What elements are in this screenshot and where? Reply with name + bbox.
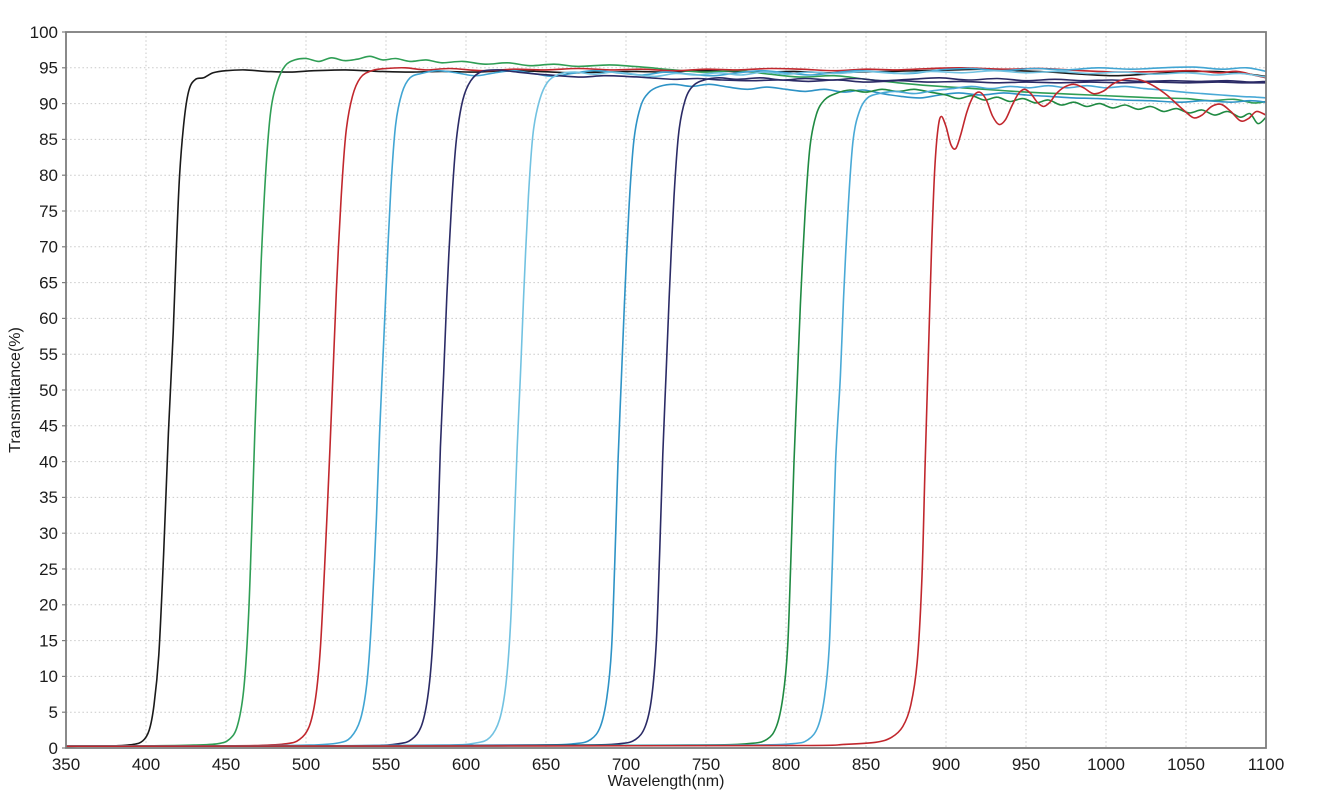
x-axis-title: Wavelength(nm) (608, 773, 725, 790)
y-tick-label: 70 (39, 238, 58, 257)
y-tick-label: 100 (30, 23, 58, 42)
x-tick-label: 350 (52, 755, 80, 774)
curve-longpass-590nm-navy (66, 69, 1266, 747)
y-tick-label: 95 (39, 59, 58, 78)
y-tick-label: 5 (49, 703, 58, 722)
x-tick-label: 1100 (1248, 755, 1285, 774)
y-tick-label: 0 (49, 739, 58, 758)
curve-longpass-720nm-navy (66, 76, 1266, 747)
curve-longpass-880nm-red (66, 77, 1266, 747)
curve-longpass-695nm-blue (66, 83, 1266, 747)
y-tick-label: 15 (39, 631, 58, 650)
y-tick-label: 50 (39, 381, 58, 400)
curve-longpass-800nm-green (66, 88, 1266, 747)
y-tick-label: 30 (39, 524, 58, 543)
x-tick-label: 600 (452, 755, 480, 774)
y-tick-label: 10 (39, 667, 58, 686)
x-tick-label: 900 (932, 755, 960, 774)
plot-border (65, 31, 1267, 749)
y-tick-label: 90 (39, 94, 58, 113)
y-tick-label: 55 (39, 345, 58, 364)
x-tick-label: 500 (292, 755, 320, 774)
x-tick-label: 1050 (1167, 755, 1205, 774)
curve-longpass-515nm-red (66, 66, 1266, 747)
y-tick-label: 35 (39, 488, 58, 507)
y-tick-label: 40 (39, 452, 58, 471)
y-tick-label: 45 (39, 417, 58, 436)
curve-longpass-470nm-green (66, 55, 1266, 747)
x-tick-label: 550 (372, 755, 400, 774)
curve-longpass-635nm-light-cyan (66, 69, 1266, 747)
y-tick-label: 75 (39, 202, 58, 221)
x-tick-label: 650 (532, 755, 560, 774)
x-tick-label: 750 (692, 755, 720, 774)
x-tick-label: 1000 (1087, 755, 1125, 774)
filter-curves (66, 55, 1266, 748)
tick-labels: 0 5 10 15 20 25 30 35 40 45 50 55 60 65 70 75 80 85 90 95 10… (30, 23, 1285, 774)
x-tick-label: 850 (852, 755, 880, 774)
x-tick-label: 950 (1012, 755, 1040, 774)
y-tick-label: 65 (39, 273, 58, 292)
x-tick-label: 700 (612, 755, 640, 774)
grid-lines (66, 32, 1266, 748)
y-tick-label: 20 (39, 596, 58, 615)
y-tick-label: 60 (39, 309, 58, 328)
curve-longpass-830nm-cyan (66, 84, 1266, 747)
x-tick-label: 800 (772, 755, 800, 774)
curve-longpass-550nm-cyan (66, 66, 1266, 747)
x-tick-label: 450 (212, 755, 240, 774)
x-tick-label: 400 (132, 755, 160, 774)
y-axis-title: Transmittance(%) (7, 327, 24, 453)
curve-longpass-420nm-black (66, 68, 1266, 748)
y-tick-label: 85 (39, 130, 58, 149)
y-tick-label: 80 (39, 166, 58, 185)
y-tick-label: 25 (39, 560, 58, 579)
